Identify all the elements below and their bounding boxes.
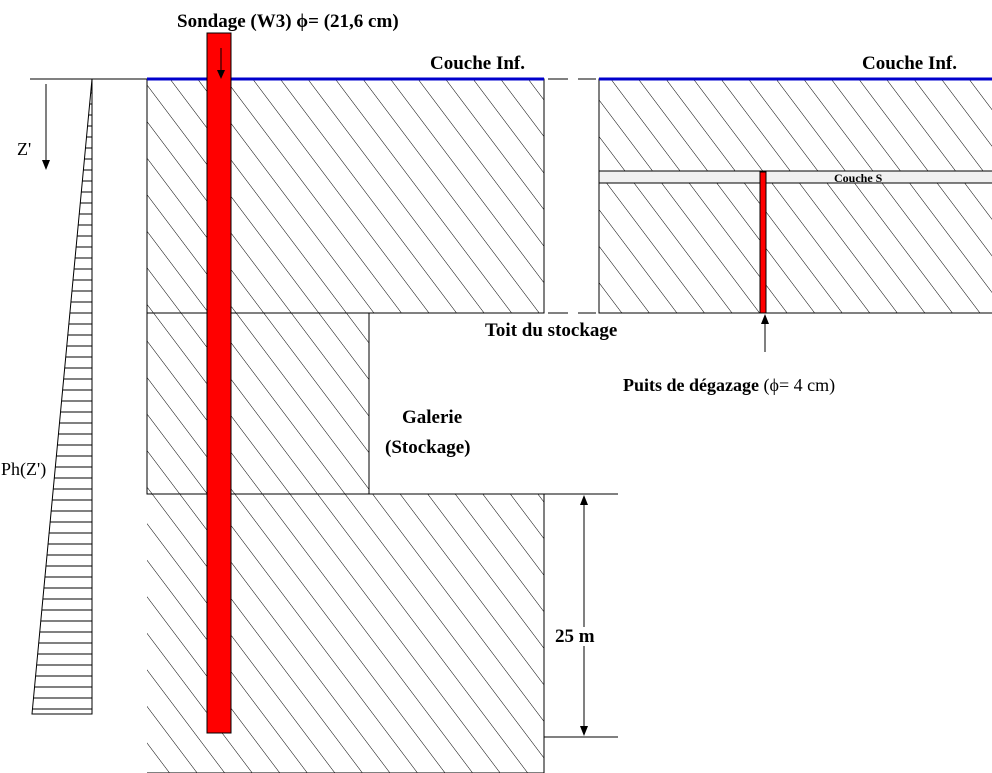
dimension-label: 25 m	[553, 626, 597, 647]
pressure-triangle-outline	[31, 78, 93, 715]
degassing-arrow-head	[761, 314, 769, 324]
puits-label-bold: Puits de dégazage	[623, 375, 759, 395]
couche-s-label: Couche S	[834, 171, 883, 185]
rock-block-lower	[147, 493, 545, 773]
dim-arrow-top	[580, 495, 588, 505]
rock-block-gallery-wall	[146, 312, 370, 495]
puits-label: Puits de dégazage (ϕ= 4 cm)	[623, 376, 835, 394]
toit-du-stockage-label: Toit du stockage	[485, 320, 618, 341]
couche-inf-label-right: Couche Inf.	[862, 53, 958, 74]
couche-inf-label-left: Couche Inf.	[430, 53, 526, 74]
z-prime-label: Z'	[17, 139, 32, 159]
couche-s-layer	[598, 170, 992, 184]
sondage-phi-symbol: ϕ	[296, 11, 309, 32]
pressure-diagram	[31, 78, 93, 715]
sondage-title-prefix: Sondage (W3)	[177, 11, 297, 32]
stockage-label: (Stockage)	[385, 437, 471, 458]
rock-block-right-bottom	[598, 182, 992, 314]
puits-label-diameter: (ϕ= 4 cm)	[763, 375, 836, 395]
ph-label: Ph(Z')	[1, 459, 47, 479]
degassing-well	[759, 171, 767, 314]
borehole-arrow-head	[217, 70, 225, 79]
dim-arrow-bottom	[580, 726, 588, 736]
sondage-title: Sondage (W3) ϕ= (21,6 cm)	[177, 12, 399, 31]
sondage-title-suffix: = (21,6 cm)	[308, 11, 399, 32]
galerie-label: Galerie	[402, 407, 463, 428]
z-arrow-head	[42, 160, 50, 170]
rock-block-right-top	[598, 78, 992, 172]
borehole-w3	[206, 32, 232, 734]
